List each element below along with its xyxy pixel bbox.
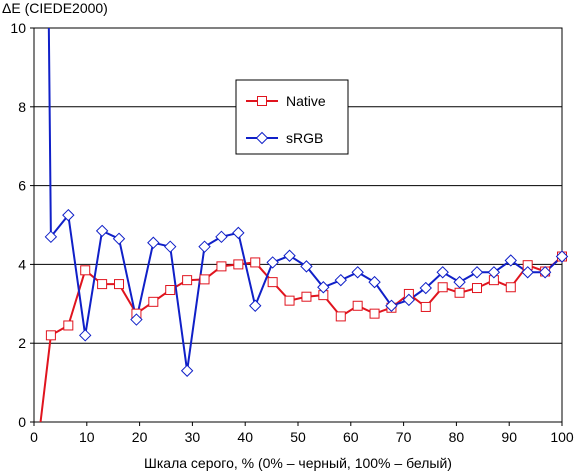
data-point-srgb [164,240,177,253]
legend-native-marker [257,96,267,106]
data-point-srgb [521,266,534,279]
data-point-srgb [112,232,126,245]
data-point-native [148,296,159,307]
marker-layer [44,208,569,377]
legend-box [235,79,349,155]
data-point-native [63,320,74,331]
data-point-native [114,279,125,290]
data-point-srgb [180,364,194,377]
data-point-srgb [95,224,109,238]
data-point-srgb [79,329,92,342]
y-tick-label: 10 [10,20,26,36]
data-point-native [97,279,108,290]
data-point-native [182,275,193,286]
data-point-srgb [283,249,296,262]
x-tick-labels: 0 10 20 30 40 50 60 70 80 90 100 [30,429,574,445]
y-tick-label: 2 [18,335,26,351]
data-point-native [437,282,448,293]
data-point-native [352,300,363,311]
data-point-native [233,259,244,270]
data-point-native [335,311,346,322]
y-tick-labels: 0 2 4 6 8 10 [10,20,26,430]
x-tick-label: 50 [290,429,306,445]
data-point-native [420,301,431,312]
data-point-native [267,277,278,288]
data-point-native [250,257,261,268]
data-point-native [454,287,465,298]
y-axis-title: ΔE (CIEDE2000) [2,0,108,16]
x-tick-label: 60 [343,429,359,445]
data-point-native [199,274,210,285]
data-point-srgb [334,273,347,287]
data-point-native [505,282,516,293]
legend-srgb-marker [255,131,269,145]
x-tick-label: 80 [449,429,465,445]
x-tick-label: 90 [501,429,517,445]
x-tick-label: 0 [30,429,38,445]
y-tick-label: 8 [18,99,26,115]
data-point-srgb [487,266,501,279]
legend-native-label: Native [286,93,326,109]
legend-srgb-label: sRGB [286,130,323,146]
data-point-native [301,291,312,302]
x-tick-label: 10 [79,429,95,445]
data-point-srgb [368,275,381,289]
data-point-native [45,330,56,341]
data-point-native [165,285,176,296]
data-point-srgb [504,254,517,267]
data-point-srgb [351,266,364,279]
data-point-srgb [470,266,484,279]
data-point-srgb [266,256,279,269]
data-point-srgb [130,313,143,326]
data-point-native [284,295,295,306]
data-point-native [369,308,380,319]
legend: Native sRGB [235,79,349,155]
x-tick-label: 70 [396,429,412,445]
data-point-native [80,265,91,276]
data-point-srgb [317,281,330,294]
y-tick-label: 0 [18,414,26,430]
data-point-srgb [436,266,449,279]
data-point-srgb [419,281,432,295]
data-point-srgb [215,230,228,244]
data-point-srgb [453,275,466,289]
data-point-srgb [300,260,313,273]
data-point-srgb [555,250,569,263]
data-point-srgb [385,299,398,312]
data-point-srgb [62,208,75,222]
data-point-srgb [538,266,552,279]
data-point-srgb [44,230,58,244]
data-point-srgb [402,293,416,307]
x-tick-label: 40 [237,429,253,445]
x-tick-label: 100 [550,429,574,445]
data-point-srgb [147,236,160,249]
data-point-srgb [198,240,211,253]
data-point-native [471,283,482,294]
y-tick-label: 6 [18,178,26,194]
data-point-srgb [249,299,262,312]
data-point-srgb [232,226,245,240]
x-tick-label: 30 [185,429,201,445]
x-tick-label: 20 [132,429,148,445]
y-tick-label: 4 [18,256,26,272]
data-point-native [216,261,227,272]
x-axis-title: Шкала серого, % (0% – черный, 100% – бел… [144,455,452,471]
